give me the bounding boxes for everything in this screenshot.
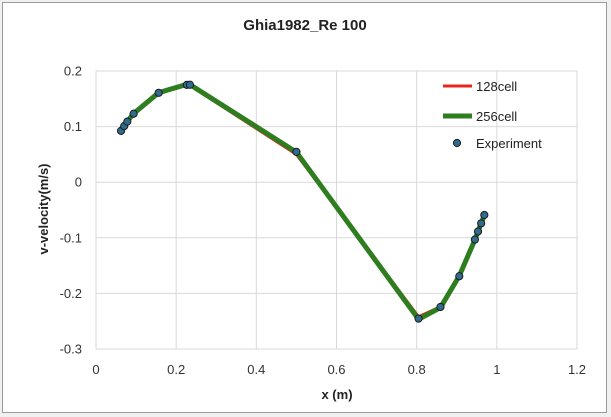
experiment-point xyxy=(292,147,301,156)
x-tick-label: 1.2 xyxy=(568,362,586,377)
experiment-point xyxy=(129,109,138,118)
grid xyxy=(95,70,578,350)
experiment-point xyxy=(477,219,486,228)
y-tick-label: 0 xyxy=(75,175,82,190)
x-tick-label: 0.8 xyxy=(408,362,426,377)
x-axis-title: x (m) xyxy=(321,387,352,402)
experiment-point xyxy=(414,314,423,323)
experiment-point xyxy=(185,80,195,89)
y-tick-label: -0.1 xyxy=(60,230,82,245)
chart-title: Ghia1982_Re 100 xyxy=(243,17,366,34)
experiment-point xyxy=(123,117,132,126)
y-axis-title: v-velocity(m/s) xyxy=(36,163,51,254)
plot-series xyxy=(116,80,489,323)
x-tick-label: 1 xyxy=(493,362,500,377)
y-tick-label: 0.2 xyxy=(64,64,82,79)
experiment-point xyxy=(154,88,163,97)
legend: 128cell 256cell Experiment xyxy=(443,79,542,151)
legend-label: 128cell xyxy=(476,79,517,94)
experiment-point xyxy=(455,272,464,281)
experiment-point xyxy=(436,302,445,312)
x-tick-label: 0 xyxy=(92,362,99,377)
legend-label: 256cell xyxy=(476,109,517,124)
experiment-point xyxy=(473,227,483,236)
y-tick-label: -0.2 xyxy=(60,286,82,301)
experiment-point xyxy=(480,210,489,220)
series-line-256cell xyxy=(118,81,487,322)
experiment-point xyxy=(470,235,480,244)
y-tick-label: 0.1 xyxy=(64,119,82,134)
x-tick-label: 0.4 xyxy=(247,362,265,377)
y-tick-label: -0.3 xyxy=(60,342,82,357)
legend-swatch-experiment xyxy=(452,138,462,148)
x-tick-label: 0.6 xyxy=(327,362,345,377)
x-tick-label: 0.2 xyxy=(167,362,185,377)
tick-labels: 0 0.2 0.4 0.6 0.8 1 1.2 0.2 0.1 0 -0.1 -0.2 -0.3 xyxy=(60,64,586,378)
legend-label: Experiment xyxy=(476,136,542,151)
series-line-128cell xyxy=(119,83,486,319)
